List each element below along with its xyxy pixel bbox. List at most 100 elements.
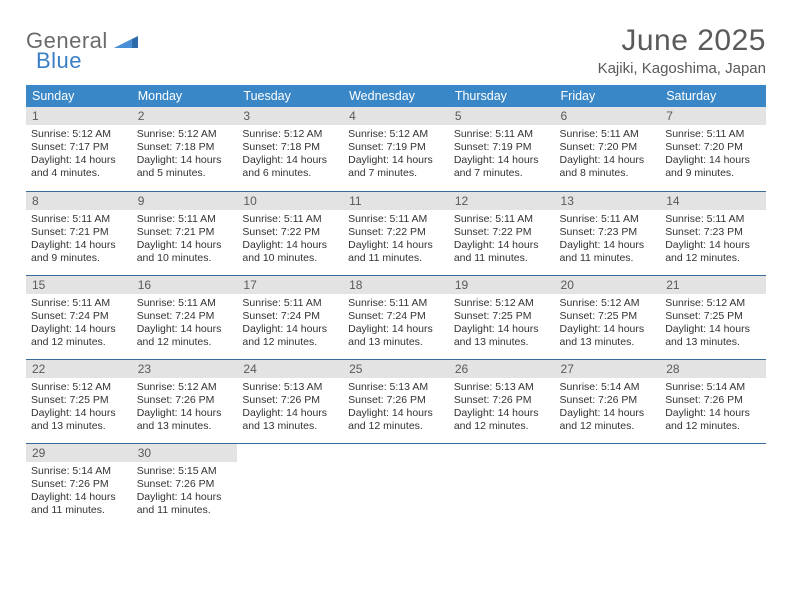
day-number: 27 — [555, 360, 661, 378]
day-number: 18 — [343, 276, 449, 294]
day-details: Sunrise: 5:11 AMSunset: 7:21 PMDaylight:… — [26, 210, 132, 270]
page-header: General Blue June 2025 Kajiki, Kagoshima… — [26, 24, 766, 77]
calendar-body: 1Sunrise: 5:12 AMSunset: 7:17 PMDaylight… — [26, 107, 766, 527]
day-details: Sunrise: 5:12 AMSunset: 7:25 PMDaylight:… — [660, 294, 766, 354]
logo-word-2: Blue — [36, 48, 82, 73]
calendar-day-cell: 24Sunrise: 5:13 AMSunset: 7:26 PMDayligh… — [237, 359, 343, 443]
calendar-page: General Blue June 2025 Kajiki, Kagoshima… — [0, 0, 792, 537]
weekday-header: Wednesday — [343, 85, 449, 107]
day-details: Sunrise: 5:11 AMSunset: 7:23 PMDaylight:… — [660, 210, 766, 270]
day-details: Sunrise: 5:14 AMSunset: 7:26 PMDaylight:… — [660, 378, 766, 438]
day-number: 26 — [449, 360, 555, 378]
day-number: 5 — [449, 107, 555, 125]
calendar-day-cell: 17Sunrise: 5:11 AMSunset: 7:24 PMDayligh… — [237, 275, 343, 359]
calendar-week-row: 15Sunrise: 5:11 AMSunset: 7:24 PMDayligh… — [26, 275, 766, 359]
calendar-day-cell: 19Sunrise: 5:12 AMSunset: 7:25 PMDayligh… — [449, 275, 555, 359]
day-number: 25 — [343, 360, 449, 378]
calendar-day-cell: 3Sunrise: 5:12 AMSunset: 7:18 PMDaylight… — [237, 107, 343, 191]
day-number: 8 — [26, 192, 132, 210]
calendar-day-cell — [555, 443, 661, 527]
day-number: 20 — [555, 276, 661, 294]
weekday-header: Tuesday — [237, 85, 343, 107]
weekday-header: Saturday — [660, 85, 766, 107]
day-details: Sunrise: 5:15 AMSunset: 7:26 PMDaylight:… — [132, 462, 238, 522]
day-number: 6 — [555, 107, 661, 125]
weekday-header: Monday — [132, 85, 238, 107]
weekday-header: Thursday — [449, 85, 555, 107]
day-details: Sunrise: 5:12 AMSunset: 7:17 PMDaylight:… — [26, 125, 132, 185]
calendar-day-cell: 21Sunrise: 5:12 AMSunset: 7:25 PMDayligh… — [660, 275, 766, 359]
location-label: Kajiki, Kagoshima, Japan — [598, 60, 766, 77]
calendar-week-row: 1Sunrise: 5:12 AMSunset: 7:17 PMDaylight… — [26, 107, 766, 191]
calendar-day-cell: 26Sunrise: 5:13 AMSunset: 7:26 PMDayligh… — [449, 359, 555, 443]
day-details: Sunrise: 5:11 AMSunset: 7:20 PMDaylight:… — [555, 125, 661, 185]
day-number: 12 — [449, 192, 555, 210]
day-details: Sunrise: 5:12 AMSunset: 7:18 PMDaylight:… — [237, 125, 343, 185]
calendar-table: Sunday Monday Tuesday Wednesday Thursday… — [26, 85, 766, 527]
day-details: Sunrise: 5:13 AMSunset: 7:26 PMDaylight:… — [449, 378, 555, 438]
day-number: 30 — [132, 444, 238, 462]
calendar-day-cell: 16Sunrise: 5:11 AMSunset: 7:24 PMDayligh… — [132, 275, 238, 359]
day-details: Sunrise: 5:12 AMSunset: 7:25 PMDaylight:… — [555, 294, 661, 354]
calendar-day-cell — [343, 443, 449, 527]
day-details: Sunrise: 5:14 AMSunset: 7:26 PMDaylight:… — [555, 378, 661, 438]
calendar-day-cell: 13Sunrise: 5:11 AMSunset: 7:23 PMDayligh… — [555, 191, 661, 275]
calendar-day-cell: 28Sunrise: 5:14 AMSunset: 7:26 PMDayligh… — [660, 359, 766, 443]
day-details: Sunrise: 5:11 AMSunset: 7:24 PMDaylight:… — [237, 294, 343, 354]
day-number: 24 — [237, 360, 343, 378]
day-number: 4 — [343, 107, 449, 125]
day-number: 3 — [237, 107, 343, 125]
day-number: 2 — [132, 107, 238, 125]
day-details: Sunrise: 5:12 AMSunset: 7:19 PMDaylight:… — [343, 125, 449, 185]
calendar-day-cell — [237, 443, 343, 527]
calendar-day-cell: 15Sunrise: 5:11 AMSunset: 7:24 PMDayligh… — [26, 275, 132, 359]
day-details: Sunrise: 5:11 AMSunset: 7:23 PMDaylight:… — [555, 210, 661, 270]
calendar-day-cell: 7Sunrise: 5:11 AMSunset: 7:20 PMDaylight… — [660, 107, 766, 191]
day-number: 28 — [660, 360, 766, 378]
logo: General Blue — [26, 28, 138, 74]
title-block: June 2025 Kajiki, Kagoshima, Japan — [598, 24, 766, 77]
day-details: Sunrise: 5:11 AMSunset: 7:21 PMDaylight:… — [132, 210, 238, 270]
day-number: 21 — [660, 276, 766, 294]
calendar-day-cell: 18Sunrise: 5:11 AMSunset: 7:24 PMDayligh… — [343, 275, 449, 359]
weekday-header: Sunday — [26, 85, 132, 107]
calendar-day-cell: 27Sunrise: 5:14 AMSunset: 7:26 PMDayligh… — [555, 359, 661, 443]
calendar-day-cell: 25Sunrise: 5:13 AMSunset: 7:26 PMDayligh… — [343, 359, 449, 443]
day-number: 19 — [449, 276, 555, 294]
calendar-day-cell — [449, 443, 555, 527]
calendar-day-cell: 29Sunrise: 5:14 AMSunset: 7:26 PMDayligh… — [26, 443, 132, 527]
weekday-header: Friday — [555, 85, 661, 107]
day-details: Sunrise: 5:12 AMSunset: 7:26 PMDaylight:… — [132, 378, 238, 438]
day-number: 13 — [555, 192, 661, 210]
calendar-day-cell: 10Sunrise: 5:11 AMSunset: 7:22 PMDayligh… — [237, 191, 343, 275]
calendar-day-cell: 23Sunrise: 5:12 AMSunset: 7:26 PMDayligh… — [132, 359, 238, 443]
day-details: Sunrise: 5:14 AMSunset: 7:26 PMDaylight:… — [26, 462, 132, 522]
day-number: 16 — [132, 276, 238, 294]
calendar-day-cell: 20Sunrise: 5:12 AMSunset: 7:25 PMDayligh… — [555, 275, 661, 359]
calendar-day-cell: 22Sunrise: 5:12 AMSunset: 7:25 PMDayligh… — [26, 359, 132, 443]
logo-triangle-icon — [114, 35, 138, 52]
calendar-day-cell: 5Sunrise: 5:11 AMSunset: 7:19 PMDaylight… — [449, 107, 555, 191]
day-details: Sunrise: 5:11 AMSunset: 7:22 PMDaylight:… — [237, 210, 343, 270]
day-details: Sunrise: 5:11 AMSunset: 7:22 PMDaylight:… — [449, 210, 555, 270]
day-details: Sunrise: 5:11 AMSunset: 7:24 PMDaylight:… — [132, 294, 238, 354]
calendar-week-row: 8Sunrise: 5:11 AMSunset: 7:21 PMDaylight… — [26, 191, 766, 275]
calendar-day-cell: 4Sunrise: 5:12 AMSunset: 7:19 PMDaylight… — [343, 107, 449, 191]
calendar-day-cell: 9Sunrise: 5:11 AMSunset: 7:21 PMDaylight… — [132, 191, 238, 275]
day-number: 22 — [26, 360, 132, 378]
calendar-day-cell: 1Sunrise: 5:12 AMSunset: 7:17 PMDaylight… — [26, 107, 132, 191]
day-number: 14 — [660, 192, 766, 210]
day-number: 11 — [343, 192, 449, 210]
month-title: June 2025 — [598, 24, 766, 58]
day-number: 9 — [132, 192, 238, 210]
day-details: Sunrise: 5:13 AMSunset: 7:26 PMDaylight:… — [237, 378, 343, 438]
calendar-day-cell: 8Sunrise: 5:11 AMSunset: 7:21 PMDaylight… — [26, 191, 132, 275]
day-details: Sunrise: 5:11 AMSunset: 7:19 PMDaylight:… — [449, 125, 555, 185]
weekday-header-row: Sunday Monday Tuesday Wednesday Thursday… — [26, 85, 766, 107]
calendar-week-row: 29Sunrise: 5:14 AMSunset: 7:26 PMDayligh… — [26, 443, 766, 527]
day-details: Sunrise: 5:11 AMSunset: 7:22 PMDaylight:… — [343, 210, 449, 270]
day-details: Sunrise: 5:12 AMSunset: 7:25 PMDaylight:… — [449, 294, 555, 354]
calendar-day-cell: 11Sunrise: 5:11 AMSunset: 7:22 PMDayligh… — [343, 191, 449, 275]
day-number: 10 — [237, 192, 343, 210]
calendar-day-cell: 12Sunrise: 5:11 AMSunset: 7:22 PMDayligh… — [449, 191, 555, 275]
